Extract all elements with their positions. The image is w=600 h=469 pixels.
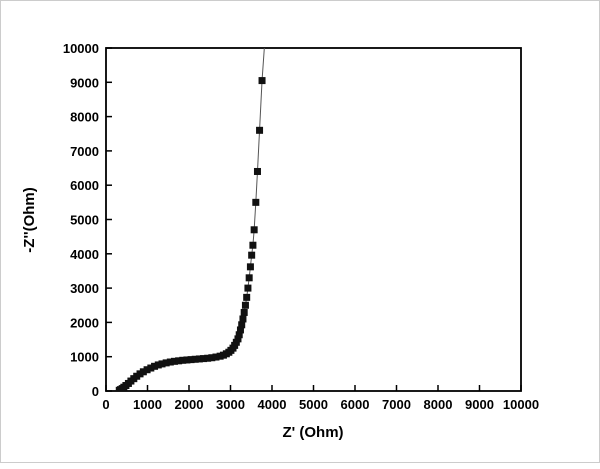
y-tick-label: 8000	[70, 110, 99, 125]
y-tick-label: 9000	[70, 75, 99, 90]
data-point-marker	[249, 241, 257, 249]
data-point-marker	[239, 315, 247, 323]
y-tick-label: 5000	[70, 213, 99, 228]
data-point-marker	[208, 354, 216, 362]
data-point-marker	[256, 126, 264, 134]
data-point-marker	[246, 263, 254, 271]
y-axis-label: -Z''(Ohm)	[21, 187, 38, 252]
data-point-marker	[258, 77, 266, 85]
y-tick-label: 0	[92, 384, 99, 399]
axis-ticks	[105, 47, 522, 392]
x-tick-label: 9000	[465, 397, 494, 412]
data-point-marker	[147, 364, 155, 372]
x-tick-label: 2000	[175, 397, 204, 412]
y-tick-label: 6000	[70, 178, 99, 193]
data-point-marker	[248, 251, 256, 259]
x-tick-label: 10000	[503, 397, 539, 412]
x-tick-label: 3000	[216, 397, 245, 412]
data-point-marker	[151, 362, 159, 370]
x-tick-label: 6000	[341, 397, 370, 412]
x-tick-label: 7000	[382, 397, 411, 412]
data-point-marker	[175, 357, 183, 365]
data-point-marker	[143, 366, 151, 374]
data-point-marker	[240, 308, 248, 316]
plot-frame	[105, 47, 522, 392]
data-point-marker	[250, 226, 258, 234]
y-tick-label: 2000	[70, 315, 99, 330]
data-point-marker	[241, 301, 249, 309]
series-line	[119, 48, 265, 391]
data-point-marker	[166, 358, 174, 366]
data-point-marker	[200, 355, 208, 363]
data-point-marker	[191, 355, 199, 363]
data-point-marker	[195, 355, 203, 363]
data-point-marker	[158, 360, 166, 368]
data-point-marker	[212, 353, 220, 361]
data-series	[115, 24, 269, 391]
data-point-marker	[262, 24, 269, 31]
data-point-marker	[183, 356, 191, 364]
data-point-marker	[244, 284, 252, 292]
data-point-marker	[204, 354, 212, 362]
data-point-marker	[162, 359, 170, 367]
data-point-marker	[235, 331, 243, 339]
data-point-marker	[179, 356, 187, 364]
x-tick-label: 0	[102, 397, 109, 412]
x-tick-label: 8000	[424, 397, 453, 412]
y-tick-label: 1000	[70, 350, 99, 365]
data-point-marker	[236, 326, 244, 334]
y-tick-label: 7000	[70, 144, 99, 159]
data-point-marker	[238, 321, 246, 329]
data-point-marker	[170, 357, 178, 365]
data-point-marker	[234, 335, 242, 343]
data-point-marker	[252, 198, 260, 206]
y-tick-label: 10000	[63, 41, 99, 56]
x-tick-label: 1000	[133, 397, 162, 412]
data-point-marker	[253, 167, 261, 175]
x-tick-label: 5000	[299, 397, 328, 412]
data-point-marker	[187, 356, 195, 364]
data-point-marker	[139, 368, 147, 376]
data-point-marker	[245, 274, 253, 282]
plot-border	[105, 47, 522, 392]
data-point-marker	[154, 361, 162, 369]
y-tick-label: 4000	[70, 247, 99, 262]
y-tick-label: 3000	[70, 281, 99, 296]
x-tick-label: 4000	[258, 397, 287, 412]
x-axis-label: Z' (Ohm)	[282, 424, 343, 441]
data-point-marker	[243, 293, 251, 301]
axis-tick-labels: 0 1000 2000 3000 4000 5000 6000 7000 8000 9000 100…	[63, 41, 539, 412]
